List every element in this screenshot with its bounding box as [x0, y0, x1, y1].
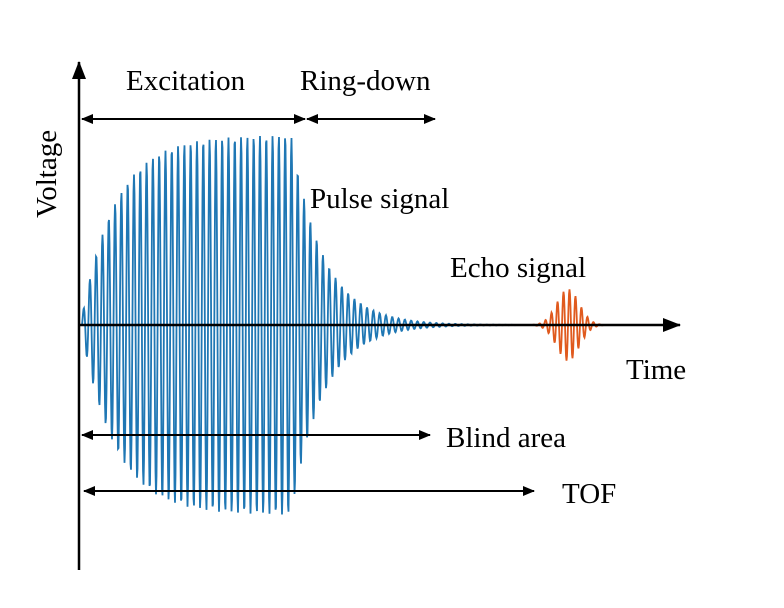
time-label: Time	[626, 354, 686, 386]
voltage-label: Voltage	[31, 130, 63, 218]
tof-label: TOF	[562, 478, 616, 510]
pulse-signal-label: Pulse signal	[310, 183, 449, 215]
echo-signal-label: Echo signal	[450, 252, 586, 284]
blind-area-label: Blind area	[446, 422, 566, 454]
excitation-label: Excitation	[126, 65, 246, 97]
ring-down-label: Ring-down	[300, 65, 431, 97]
